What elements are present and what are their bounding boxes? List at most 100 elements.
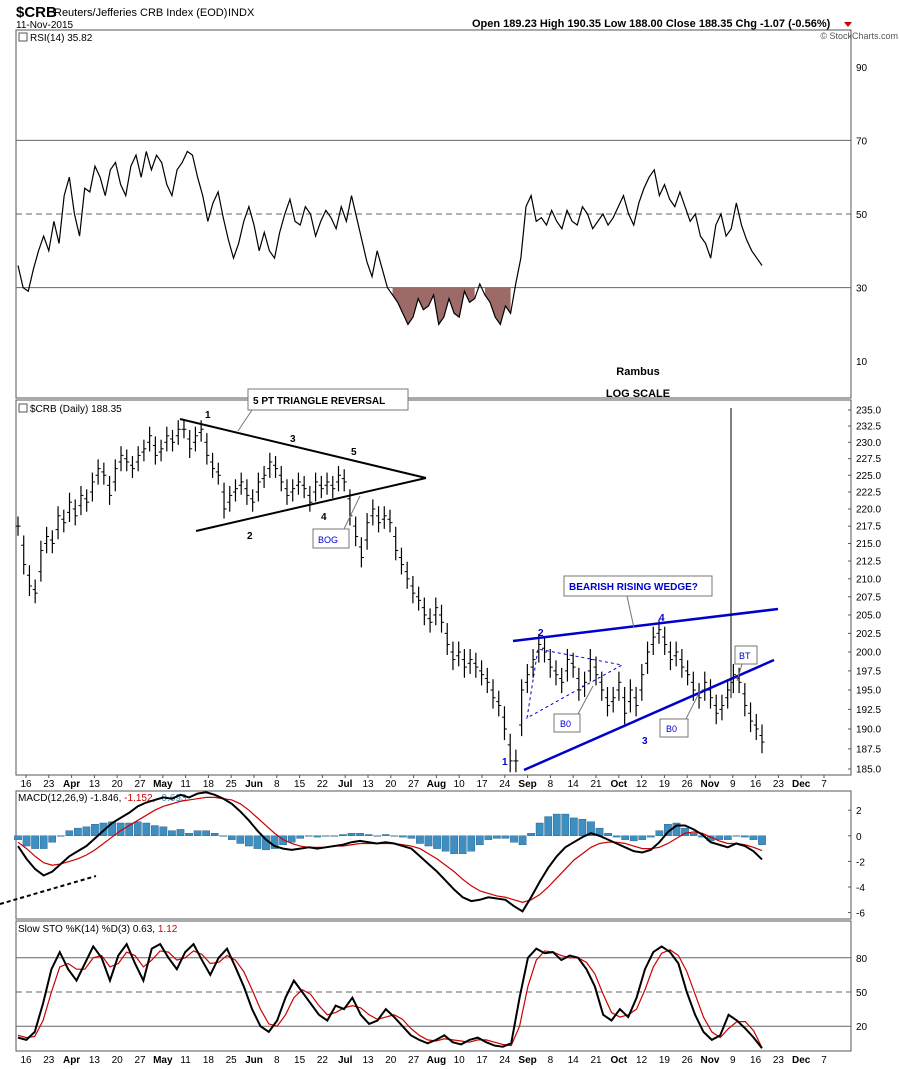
rsi-tick-label: 70 [856,136,868,147]
price-x-tick-label: Jun [245,779,263,790]
macd-histogram-bar [424,835,433,847]
price-bar [181,420,187,439]
index-name: Reuters/Jefferies CRB Index (EOD) [54,7,227,19]
price-bar [393,526,399,561]
price-tick-label: 230.0 [856,438,881,449]
macd-histogram-bar [612,835,621,838]
price-x-tick-label: Oct [610,779,627,790]
price-bar [461,649,467,678]
rsi-tick-label: 50 [856,210,868,221]
stochastic-legend-main: Slow STO %K(14) %D(3) 0.63, [18,924,158,935]
price-bar [759,724,765,754]
triangle-point-2: 2 [247,531,253,542]
macd-histogram-bar [82,826,91,837]
triangle-upper-trendline [179,418,427,479]
wedge-point-2: 2 [538,628,544,639]
price-bar [530,649,536,678]
stochastic-tick-label: 50 [856,988,868,999]
price-bar [284,479,290,505]
macd-line [17,791,763,913]
stochastic-d-line [17,949,763,1048]
price-bar [107,475,113,505]
stochastic-tick-label: 80 [856,954,868,965]
macd-histogram-bar [193,830,202,836]
macd-histogram-bar [552,813,561,836]
stochastic-legend: Slow STO %K(14) %D(3) 0.63, 1.12 [18,924,178,935]
stochastic-x-tick-label: 11 [180,1055,191,1066]
price-tick-label: 210.0 [856,574,881,585]
bog-callout-label: BOG [318,535,338,545]
bog-callout-pointer [343,495,361,530]
price-legend-swatch [18,403,28,413]
price-bar [381,506,387,529]
stochastic-x-tick-label: 26 [682,1055,694,1066]
price-x-tick-label: 11 [180,779,191,790]
price-bar [164,426,170,452]
price-bar [410,575,416,604]
price-bar [72,499,78,526]
macd-histogram-bar [527,833,535,836]
price-bar [667,641,673,671]
price-bar [221,482,227,519]
price-bar [38,540,44,582]
price-x-tick-label: 8 [548,779,554,790]
price-x-tick-label: May [153,779,173,790]
macd-histogram-bar [484,835,493,840]
wedge-upper-trendline [512,607,779,643]
price-bar [89,472,95,502]
macd-histogram-bar [535,822,544,837]
macd-histogram-bar [185,833,193,836]
price-bar [439,604,445,633]
macd-histogram-bar [227,835,236,840]
stochastic-x-tick-label: Jul [338,1055,353,1066]
macd-histogram-bar [741,835,749,838]
macd-histogram-bar [510,835,518,843]
price-x-tick-label: 7 [821,779,827,790]
macd-histogram-bar [381,834,390,837]
price-bar [564,649,570,682]
price-bar [524,664,530,694]
price-bar [67,492,73,522]
price-tick-label: 190.0 [856,724,881,735]
macd-histogram-bar [347,833,356,836]
macd-histogram-bar [458,835,467,854]
macd-histogram-bar [373,835,382,837]
price-bar [582,671,588,697]
macd-histogram-bar [219,835,228,837]
price-bar [95,459,101,485]
price-bar [353,516,359,547]
price-tick-label: 202.5 [856,629,881,640]
price-bar [261,465,267,488]
macd-histogram-bar [176,829,185,837]
price-x-tick-label: Dec [792,779,811,790]
triangle-point-1: 1 [205,410,211,421]
price-tick-label: 195.0 [856,686,881,697]
triangle-lower-trendline [195,477,427,532]
price-bar [250,489,256,512]
price-bar [370,499,376,526]
price-bar [335,465,341,492]
stochastic-x-tick-label: 16 [20,1055,32,1066]
price-bar [15,516,21,536]
price-bar [21,535,27,575]
price-tick-label: 192.5 [856,705,881,716]
price-bar [341,469,347,492]
price-x-tick-label: Sep [518,779,536,790]
macd-histogram-bar [14,835,22,840]
macd-tick-label: -2 [856,857,865,868]
price-x-tick-label: Apr [63,779,80,790]
price-bar [192,426,198,452]
macd-histogram-bar [587,821,595,836]
stochastic-x-tick-label: 19 [659,1055,671,1066]
macd-legend-main: MACD(12,26,9) -1.846, [18,793,124,804]
price-bar [421,597,427,626]
price-bar [662,626,668,656]
price-bar [267,452,273,478]
price-bar [175,420,181,445]
price-bar [450,641,456,671]
price-x-tick-label: 13 [89,779,101,790]
price-bar [238,472,244,495]
price-x-tick-label: 17 [476,779,488,790]
macd-histogram-bar [398,835,407,838]
macd-histogram-bar [313,835,322,838]
